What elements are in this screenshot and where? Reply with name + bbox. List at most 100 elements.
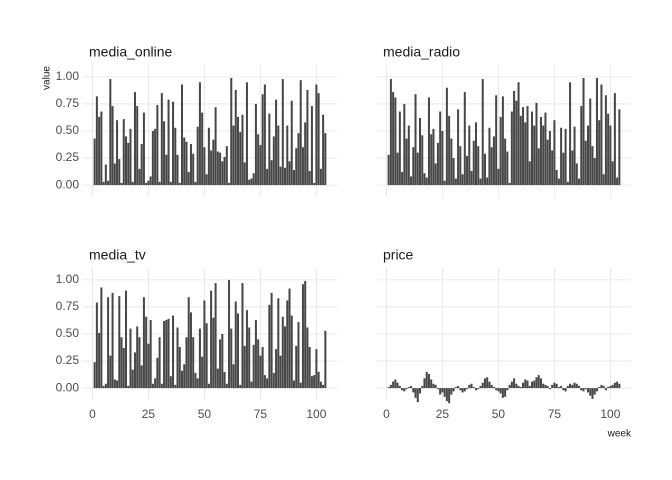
bar	[219, 339, 222, 389]
bar	[286, 300, 289, 389]
bar	[542, 125, 545, 186]
bar	[573, 126, 576, 186]
bar	[140, 143, 143, 186]
bar	[392, 92, 395, 186]
bar	[611, 384, 614, 389]
bar	[495, 388, 498, 391]
bar	[418, 118, 422, 186]
bar	[613, 93, 616, 186]
bar	[189, 312, 192, 389]
bar	[98, 116, 101, 186]
bar	[263, 84, 266, 186]
y-tick-label: 0.00	[56, 177, 80, 191]
bar	[403, 103, 406, 186]
bar	[118, 159, 121, 186]
bar	[281, 316, 284, 389]
bar	[580, 106, 583, 186]
bar	[562, 388, 565, 391]
bar	[212, 317, 215, 389]
bar	[555, 383, 558, 389]
bar	[401, 388, 404, 391]
bar	[607, 387, 610, 389]
bar	[582, 77, 585, 186]
bar	[486, 377, 489, 389]
y-tick-label: 1.00	[56, 69, 80, 83]
bar	[427, 97, 430, 186]
bar	[407, 387, 410, 389]
bar	[398, 385, 401, 389]
bar	[214, 107, 217, 186]
bar	[147, 343, 150, 389]
bar	[611, 161, 614, 186]
bar	[560, 385, 563, 389]
x-tick-label: 0	[89, 407, 96, 421]
bar	[607, 113, 610, 186]
bar	[281, 79, 284, 186]
bar	[284, 167, 287, 186]
bar	[174, 127, 177, 186]
x-tick-label: 50	[492, 407, 506, 421]
bar	[519, 387, 522, 389]
bar	[564, 388, 567, 392]
bar	[104, 383, 107, 389]
bar	[203, 147, 206, 186]
bar	[457, 109, 460, 186]
bar	[586, 388, 590, 393]
bar	[201, 356, 204, 389]
bar	[178, 182, 181, 186]
bar	[418, 388, 422, 394]
bar	[124, 290, 128, 389]
bar	[203, 300, 206, 389]
bar	[113, 163, 116, 186]
bar	[443, 180, 446, 186]
bar	[421, 385, 424, 389]
bar	[434, 384, 437, 389]
bar	[196, 126, 199, 186]
bar	[102, 385, 105, 389]
bar	[250, 381, 253, 389]
bar	[223, 371, 226, 389]
bar	[299, 382, 302, 389]
bar	[147, 180, 150, 186]
bar	[172, 101, 175, 186]
bar	[557, 178, 560, 186]
bar	[412, 147, 415, 186]
bar	[463, 92, 466, 186]
bar	[488, 127, 491, 186]
bar	[488, 381, 491, 389]
y-tick-label: 0.25	[56, 353, 80, 367]
bar	[477, 146, 480, 186]
bar	[401, 172, 404, 186]
bar	[120, 182, 123, 186]
bar	[319, 381, 322, 389]
bar	[459, 388, 462, 391]
bar	[210, 290, 213, 389]
bar	[427, 374, 430, 389]
bar	[513, 378, 516, 389]
bar	[396, 382, 399, 389]
bar	[149, 319, 152, 389]
bar	[154, 378, 157, 389]
bar	[414, 388, 417, 398]
bar	[306, 89, 309, 186]
bar	[595, 77, 598, 186]
bar	[230, 328, 233, 389]
bar	[163, 321, 166, 389]
bar	[120, 337, 123, 389]
bar	[575, 383, 578, 389]
bar	[167, 318, 170, 389]
bar	[239, 384, 242, 389]
bar	[504, 388, 507, 397]
bar	[571, 384, 574, 389]
bar	[389, 79, 392, 186]
bar	[116, 120, 119, 186]
bar	[259, 355, 262, 389]
bar	[310, 106, 313, 186]
bar	[210, 150, 213, 186]
bar	[439, 111, 442, 186]
bar	[535, 102, 538, 186]
bar	[499, 116, 502, 186]
bar	[248, 179, 251, 186]
bar	[544, 384, 547, 389]
bar	[205, 174, 208, 186]
